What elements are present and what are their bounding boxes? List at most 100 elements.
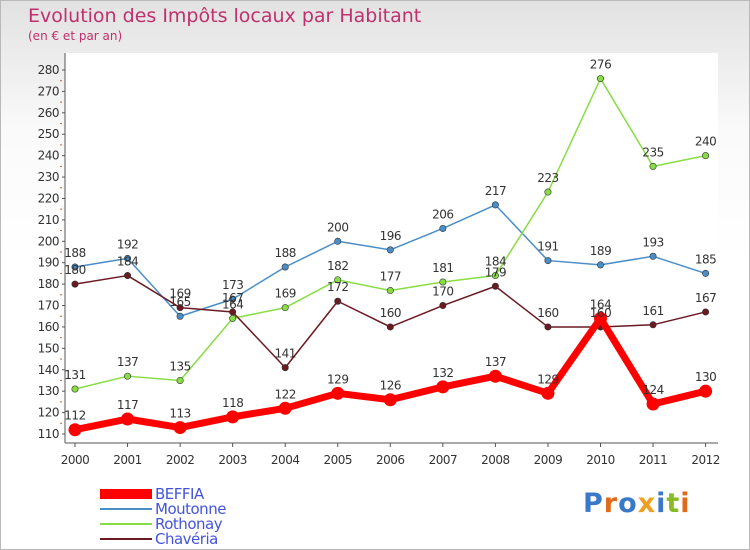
data-label: 193 [642,235,663,249]
logo-letter: r [603,488,619,519]
data-point [649,162,657,170]
x-tick-label: 2001 [113,453,142,467]
x-tick-label: 2009 [534,453,563,467]
data-point [649,252,657,260]
data-point [71,385,79,393]
x-tick-label: 2010 [586,453,615,467]
data-label: 189 [590,244,611,258]
legend-label: Moutonne [155,500,226,518]
data-point [439,278,447,286]
data-label: 117 [117,398,138,412]
data-point [334,237,342,245]
data-point [383,393,397,407]
data-label: 180 [64,263,85,277]
data-label: 126 [380,379,401,393]
data-point [281,364,289,372]
data-label: 130 [695,370,716,384]
legend-swatch [100,508,152,510]
y-tick-label: 120 [38,406,59,420]
data-label: 164 [590,297,611,311]
data-point [488,369,502,383]
data-label: 161 [642,304,663,318]
x-tick-label: 2008 [481,453,510,467]
data-point [439,224,447,232]
data-point [386,246,394,254]
x-tick-label: 2006 [376,453,405,467]
y-tick-label: 170 [38,299,59,313]
data-label: 137 [485,355,506,369]
logo-letter: t [666,488,681,519]
data-label: 122 [274,387,295,401]
data-label: 188 [274,246,295,260]
data-point [491,282,499,290]
data-label: 169 [274,287,295,301]
y-tick-label: 220 [38,191,59,205]
data-label: 167 [695,291,716,305]
data-point [702,308,710,316]
data-label: 129 [327,372,348,386]
data-point [544,323,552,331]
data-point [596,75,604,83]
y-tick-label: 150 [38,341,59,355]
data-point [436,380,450,394]
data-label: 164 [222,297,243,311]
data-label: 184 [117,255,138,269]
data-point [229,314,237,322]
data-point [229,295,237,303]
data-label: 167 [222,291,243,305]
data-point [544,257,552,265]
y-tick-label: 270 [38,84,59,98]
data-point [124,272,132,280]
data-point [334,276,342,284]
data-label: 217 [485,184,506,198]
data-point [176,304,184,312]
data-point [281,304,289,312]
legend-label: Chavéria [155,530,218,548]
data-point [281,263,289,271]
data-point [702,269,710,277]
data-point [68,423,82,437]
data-point [71,263,79,271]
data-label: 200 [327,220,348,234]
data-point [596,261,604,269]
data-point [176,312,184,320]
data-point [594,311,607,325]
logo-letter: x [637,488,657,519]
y-tick-label: 210 [38,213,59,227]
legend-label: Rothonay [155,515,223,533]
data-label: 185 [695,252,716,266]
data-label: 276 [590,58,611,72]
data-point [491,201,499,209]
chart-title: Evolution des Impôts locaux par Habitant [28,5,422,27]
data-point [334,297,342,305]
data-label: 118 [222,396,243,410]
data-label: 165 [169,295,190,309]
data-label: 135 [169,359,190,373]
data-label: 223 [537,171,558,185]
data-label: 137 [117,355,138,369]
logo-letter: i [656,488,667,519]
x-tick-label: 2007 [429,453,458,467]
chart-subtitle: (en € et par an) [28,29,123,43]
legend-swatch [100,489,152,499]
y-tick-label: 110 [38,427,59,441]
data-point [278,401,292,415]
data-label: 184 [485,255,506,269]
x-tick-label: 2003 [218,453,247,467]
y-tick-label: 260 [38,106,59,120]
data-point [646,397,660,411]
data-label: 132 [432,366,453,380]
data-label: 181 [432,261,453,275]
x-tick-label: 2002 [166,453,195,467]
data-point [71,280,79,288]
legend-swatch [100,523,152,525]
data-point [173,421,187,435]
x-tick-label: 2011 [639,453,668,467]
data-point [702,152,710,160]
logo-letter: o [618,488,638,519]
data-point [386,323,394,331]
y-tick-label: 280 [38,63,59,77]
y-tick-label: 140 [38,363,59,377]
data-label: 124 [642,383,663,397]
data-label: 182 [327,259,348,273]
